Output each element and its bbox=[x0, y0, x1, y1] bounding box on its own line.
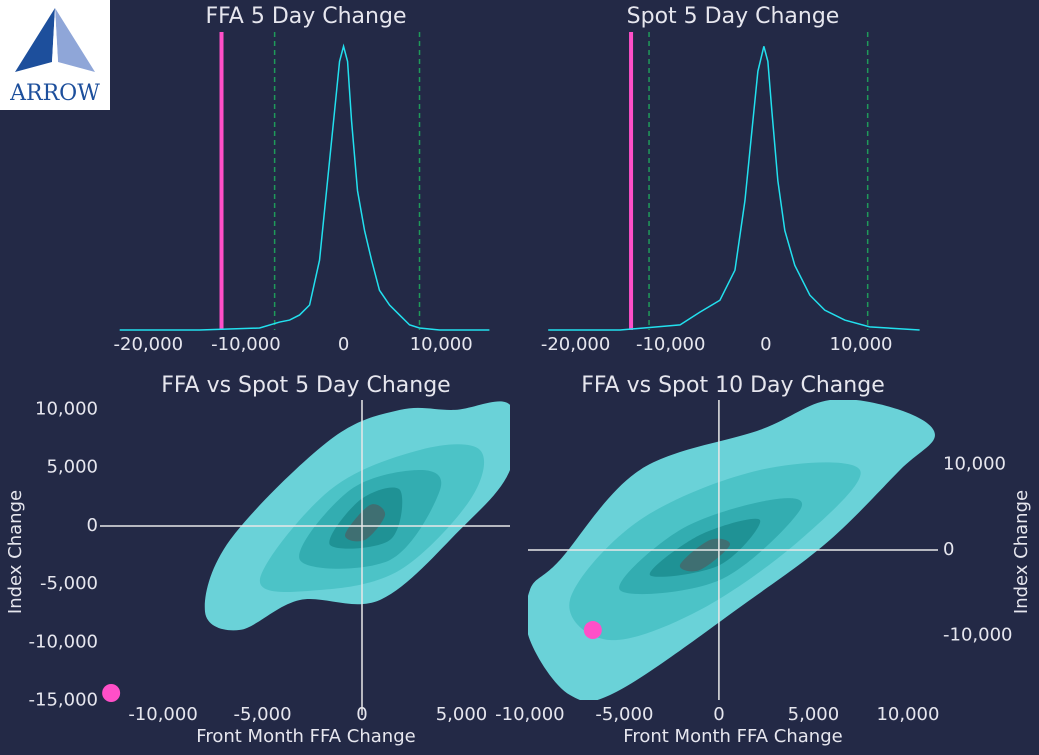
x-tick-label: 10,000 bbox=[830, 334, 893, 355]
y-tick-label: 5,000 bbox=[46, 457, 98, 478]
point bbox=[102, 683, 121, 702]
y-axis-label: Index Change bbox=[5, 490, 26, 614]
chart-title: FFA vs Spot 10 Day Change bbox=[581, 373, 884, 398]
chart: FFA vs Spot 10 Day Change -10,000 -5,000 0 5… bbox=[495, 373, 1032, 747]
chart: FFA 5 Day Change -20,000 -10,000 0 10,000 bbox=[114, 4, 490, 355]
y-tick-label: -15,000 bbox=[29, 690, 98, 711]
x-tick-label: -10,000 bbox=[128, 704, 197, 725]
chart-title: FFA vs Spot 5 Day Change bbox=[161, 373, 450, 398]
y-tick-label: 0 bbox=[87, 515, 98, 536]
y-axis-label: Index Change bbox=[1011, 490, 1032, 614]
x-tick-label: 5,000 bbox=[436, 704, 488, 725]
chart: Spot 5 Day Change -20,000 -10,000 0 10,000 bbox=[541, 4, 920, 355]
x-tick-label: 10,000 bbox=[876, 704, 939, 725]
x-tick-label: -5,000 bbox=[234, 704, 292, 725]
x-tick-label: -10,000 bbox=[636, 334, 705, 355]
density-line bbox=[119, 43, 490, 331]
logo-text: ARROW bbox=[9, 81, 100, 106]
x-tick-label: 0 bbox=[760, 334, 771, 355]
y-tick-label: -10,000 bbox=[943, 625, 1012, 646]
contours bbox=[204, 401, 510, 631]
logo-shape bbox=[55, 8, 95, 72]
x-tick-label: 5,000 bbox=[788, 704, 840, 725]
density-line bbox=[548, 46, 920, 331]
x-tick-label: -10,000 bbox=[495, 704, 564, 725]
x-tick-label: -5,000 bbox=[595, 704, 653, 725]
point bbox=[583, 621, 602, 640]
y-tick-label: 0 bbox=[943, 539, 954, 560]
logo-shape bbox=[15, 8, 55, 72]
chart-title: Spot 5 Day Change bbox=[627, 4, 840, 29]
y-tick-label: -5,000 bbox=[40, 573, 98, 594]
density-contour bbox=[345, 504, 386, 542]
y-tick-label: -10,000 bbox=[29, 631, 98, 652]
x-tick-label: -10,000 bbox=[211, 334, 280, 355]
x-tick-label: -20,000 bbox=[541, 334, 610, 355]
logo: ARROW bbox=[0, 0, 110, 110]
x-tick-label: 0 bbox=[338, 334, 349, 355]
density-contour bbox=[679, 538, 731, 572]
y-tick-label: 10,000 bbox=[35, 399, 98, 420]
chart: FFA vs Spot 5 Day Change -10,000 -5,000 0 5,… bbox=[5, 373, 510, 747]
chart-title: FFA 5 Day Change bbox=[206, 4, 407, 29]
logo-shape bbox=[52, 8, 58, 62]
y-tick-label: 10,000 bbox=[943, 453, 1006, 474]
x-axis-label: Front Month FFA Change bbox=[196, 726, 415, 747]
x-tick-label: -20,000 bbox=[114, 334, 183, 355]
x-tick-label: 10,000 bbox=[410, 334, 473, 355]
x-axis-label: Front Month FFA Change bbox=[623, 726, 842, 747]
x-tick-label: 0 bbox=[713, 704, 724, 725]
